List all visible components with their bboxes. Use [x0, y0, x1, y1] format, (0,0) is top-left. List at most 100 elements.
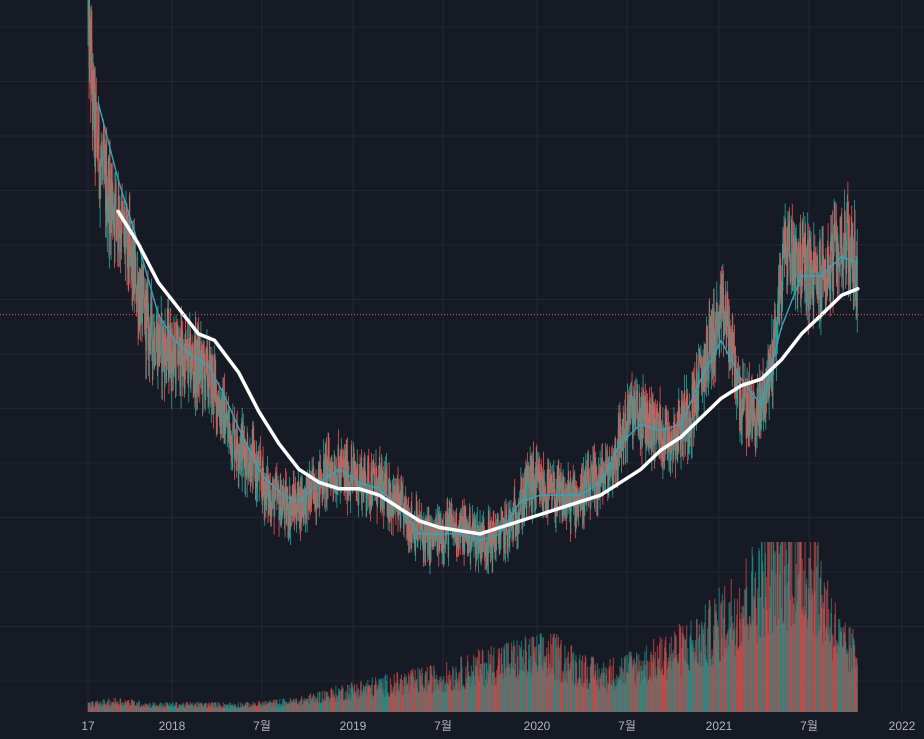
candle-body	[199, 354, 201, 377]
candle-body	[278, 493, 280, 520]
candle-body	[166, 321, 168, 351]
candle-body	[842, 254, 844, 268]
candle-body	[608, 466, 610, 478]
candle-body	[271, 494, 273, 511]
candle-body	[192, 355, 194, 368]
candle-body	[355, 475, 357, 481]
candle-body	[282, 502, 284, 514]
candle-body	[270, 509, 272, 516]
candle-body	[541, 478, 543, 495]
volume-bar	[758, 550, 760, 712]
candle-body	[155, 339, 157, 352]
candle-body	[715, 310, 717, 354]
candle-body	[649, 425, 651, 448]
candle-body	[720, 290, 722, 328]
candle-body	[302, 494, 304, 508]
candle-body	[188, 338, 190, 348]
candle-body	[539, 484, 541, 500]
candle-body	[830, 235, 832, 246]
candle-body	[763, 396, 765, 410]
candle-body	[820, 293, 822, 313]
candle-body	[87, 2, 89, 18]
candle-body	[344, 461, 346, 477]
candle-body	[348, 482, 350, 486]
candle-body	[722, 287, 724, 340]
candle-body	[764, 377, 766, 395]
candle-body	[338, 448, 340, 464]
candle-body	[692, 385, 694, 396]
candle-body	[613, 463, 615, 483]
candle-body	[442, 534, 444, 548]
candle-body	[814, 265, 816, 272]
candle-body	[612, 464, 614, 483]
volume-bar	[319, 691, 321, 712]
candle-body	[156, 326, 158, 371]
candle-body	[197, 343, 199, 389]
candle-body	[157, 328, 159, 360]
candle-body	[491, 533, 493, 546]
candle-body	[562, 488, 564, 496]
candle-body	[843, 252, 845, 255]
candle-body	[686, 395, 688, 405]
candle-body	[558, 476, 560, 480]
volume-bar	[560, 639, 562, 712]
candle-body	[360, 473, 362, 486]
candle-body	[762, 373, 764, 410]
volume-bar	[856, 664, 858, 712]
candle-body	[573, 491, 575, 501]
candle-body	[682, 416, 684, 443]
candle-body	[702, 356, 704, 367]
volume-bar	[718, 587, 720, 712]
candle-body	[851, 241, 853, 259]
candle-body	[164, 349, 166, 378]
candle-body	[671, 441, 673, 451]
candle-body	[733, 349, 735, 390]
candle-body	[459, 520, 461, 526]
candle-body	[570, 494, 572, 523]
candle-body	[385, 472, 387, 484]
candle-body	[686, 395, 688, 422]
candle-body	[646, 402, 648, 421]
candle-body	[379, 466, 381, 480]
candle-body	[668, 431, 670, 450]
candle-body	[213, 402, 215, 404]
volume-bar	[624, 656, 626, 712]
candle-body	[487, 544, 489, 557]
candle-body	[580, 475, 582, 510]
candle-body	[120, 239, 122, 242]
candle-body	[367, 462, 369, 465]
candle-body	[449, 511, 451, 520]
candle-body	[851, 230, 853, 259]
candle-body	[263, 482, 265, 487]
candle-body	[490, 533, 492, 547]
candle-body	[700, 363, 702, 376]
candle-body	[393, 485, 395, 505]
candle-body	[186, 342, 188, 354]
candle-body	[487, 521, 489, 557]
candle-body	[591, 466, 593, 470]
volume-bar	[816, 545, 818, 712]
candle-body	[560, 482, 562, 490]
candle-body	[184, 339, 186, 357]
candle-body	[833, 228, 835, 254]
candle-body	[167, 325, 169, 355]
candle-body	[233, 425, 235, 459]
candle-body	[648, 402, 650, 448]
candle-body	[149, 336, 151, 354]
candle-body	[673, 428, 675, 434]
candle-body	[291, 503, 293, 508]
candle-body	[567, 480, 569, 507]
volume-bar	[733, 598, 736, 712]
candle-body	[813, 252, 815, 260]
candle-body	[633, 400, 635, 406]
candle-body	[325, 453, 327, 458]
candle-body	[646, 402, 648, 449]
candle-body	[397, 485, 399, 516]
candle-body	[653, 413, 655, 441]
volume-bar	[553, 634, 556, 712]
volume-bar	[585, 657, 587, 712]
candle-body	[472, 522, 474, 530]
candle-body	[417, 519, 419, 534]
candle-body	[493, 527, 495, 541]
